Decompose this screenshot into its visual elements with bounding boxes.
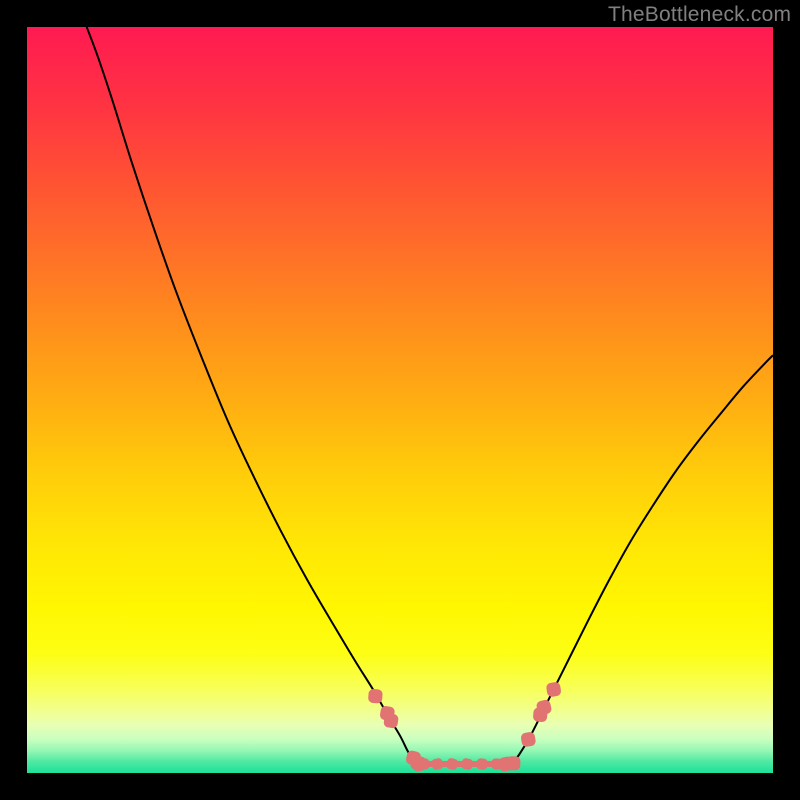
watermark-text: TheBottleneck.com bbox=[608, 3, 791, 27]
flat-marker bbox=[476, 758, 488, 770]
chart-frame: TheBottleneck.com bbox=[0, 0, 800, 800]
plot-background bbox=[27, 27, 773, 773]
marker-right bbox=[506, 756, 520, 770]
bottleneck-chart bbox=[0, 0, 800, 800]
marker-left bbox=[368, 689, 383, 704]
